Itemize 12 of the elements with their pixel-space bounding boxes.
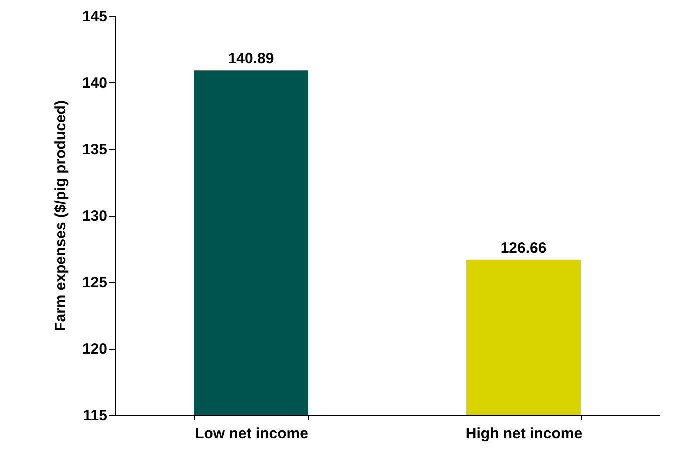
y-tick-label: 125 [82, 274, 108, 292]
y-tick-label: 130 [82, 208, 108, 225]
y-tick-label: 120 [82, 341, 108, 358]
y-axis-title: Farm expenses ($/pig produced) [52, 100, 70, 332]
y-tick-label: 140 [82, 75, 108, 92]
data-label: 140.89 [228, 50, 274, 68]
x-tick-label: Low net income [195, 426, 308, 442]
y-tick-label: 145 [82, 8, 108, 26]
y-tick-label: 115 [83, 408, 108, 424]
y-tick-label: 135 [82, 142, 108, 158]
data-label: 126.66 [500, 240, 547, 257]
x-tick-label: High net income [466, 426, 583, 442]
